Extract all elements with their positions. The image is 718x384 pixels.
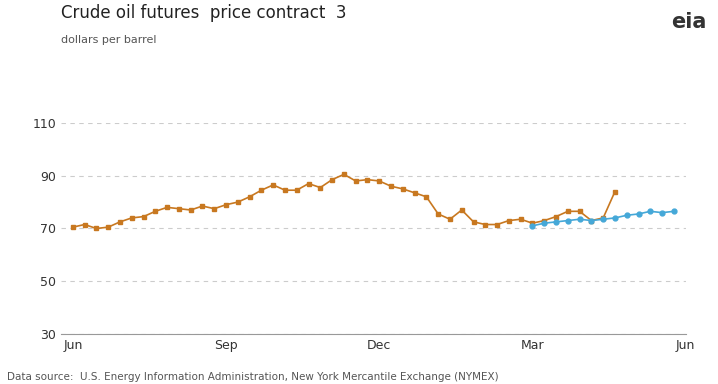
Text: Data source:  U.S. Energy Information Administration, New York Mercantile Exchan: Data source: U.S. Energy Information Adm… [7,372,499,382]
Text: dollars per barrel: dollars per barrel [61,35,157,45]
Text: eia: eia [671,12,707,31]
Text: Crude oil futures  price contract  3: Crude oil futures price contract 3 [61,4,347,22]
